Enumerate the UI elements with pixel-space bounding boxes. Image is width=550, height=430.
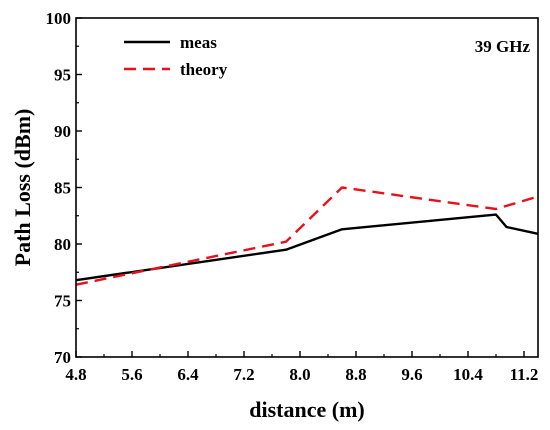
- y-tick-label: 80: [54, 235, 71, 254]
- series-layer: [75, 186, 539, 286]
- x-tick-label: 4.8: [65, 365, 86, 384]
- y-axis-title: Path Loss (dBm): [10, 109, 35, 267]
- x-tick-label: 10.4: [453, 365, 483, 384]
- x-axis-title: distance (m): [249, 397, 364, 422]
- y-tick-label: 75: [54, 292, 71, 311]
- x-tick-label: 8.0: [289, 365, 310, 384]
- x-tick-label: 11.2: [510, 365, 539, 384]
- legend-label-meas: meas: [180, 33, 217, 52]
- y-tick-label: 90: [54, 122, 71, 141]
- y-tick-label: 85: [54, 179, 71, 198]
- x-tick-label: 5.6: [121, 365, 142, 384]
- series-line-meas: [75, 213, 539, 282]
- plot-frame: [75, 17, 539, 358]
- labels-layer: 4.8 5.6 6.4 7.2 8.0 8.8 9.6 10.4 11.2 70 75 80 85 90 9…: [46, 9, 539, 384]
- x-tick-label: 8.8: [345, 365, 366, 384]
- x-tick-label: 6.4: [177, 365, 199, 384]
- legend: meas theory: [124, 33, 228, 79]
- series-line-theory: [75, 186, 539, 286]
- x-tick-label: 7.2: [233, 365, 254, 384]
- frequency-annotation: 39 GHz: [475, 37, 531, 56]
- y-tick-label: 100: [46, 9, 72, 28]
- x-tick-label: 9.6: [401, 365, 422, 384]
- y-tick-label: 95: [54, 66, 71, 85]
- y-tick-label: 70: [54, 348, 71, 367]
- legend-label-theory: theory: [180, 60, 228, 79]
